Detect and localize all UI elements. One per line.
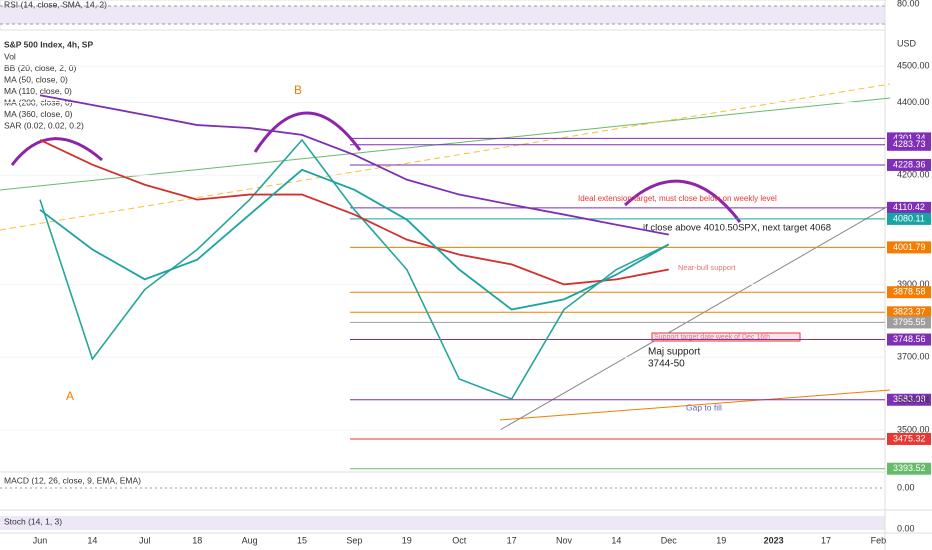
- annotation: Near-bull support: [678, 263, 736, 272]
- annotation: Gap to fill: [686, 402, 722, 412]
- price-tag: [887, 316, 931, 329]
- trendline: [499, 204, 891, 431]
- trendline: [0, 97, 891, 191]
- legend-entry: BB (20, close, 2, 0): [4, 63, 76, 73]
- price-tag: [887, 306, 931, 319]
- x-tick-label: Jun: [33, 535, 48, 545]
- pane-label: RSI (14, close, SMA, 14, 2): [4, 0, 107, 9]
- pane-level: 80.00: [897, 0, 920, 8]
- x-tick-label: 15: [297, 535, 307, 545]
- x-tick-label: Oct: [452, 535, 467, 545]
- trendline: [0, 83, 891, 231]
- price-tag-label: 3795.55: [893, 317, 926, 327]
- price-tag-label: 4080.11: [893, 213, 925, 223]
- price-tag-label: 3393.52: [893, 463, 926, 473]
- price-tag-label: 4301.34: [893, 133, 926, 143]
- series-line: [39, 94, 669, 236]
- series-line: [39, 168, 670, 311]
- series-line: [39, 138, 670, 401]
- x-tick-label: Feb: [871, 535, 887, 545]
- x-tick-label: 2023: [764, 535, 784, 545]
- x-tick-label: 17: [507, 535, 517, 545]
- y-tick-label: 3700.00: [897, 352, 930, 362]
- pane-label: MACD (12, 26, close, 9, EMA, EMA): [4, 475, 141, 485]
- legend-entry: SAR (0.02, 0.02, 0.2): [4, 120, 84, 130]
- price-tag: [887, 432, 931, 445]
- price-tag-label: 3823.37: [893, 307, 926, 317]
- price-label: 3580.84: [897, 395, 930, 405]
- price-tag: [887, 138, 931, 151]
- price-tag: [887, 241, 931, 254]
- pane-level: 0.00: [897, 523, 915, 533]
- annotation: Support target date week of Dec 16th: [654, 334, 770, 341]
- x-tick-label: 17: [821, 535, 831, 545]
- series-line: [39, 139, 669, 286]
- x-tick-label: Jul: [139, 535, 151, 545]
- y-tick-label: 4200.00: [897, 170, 930, 180]
- x-tick-label: Sep: [346, 535, 362, 545]
- price-tag-label: 3583.08: [893, 394, 926, 404]
- price-tag-label: 4110.42: [893, 202, 925, 212]
- annotation: if close above 4010.50SPX, next target 4…: [643, 223, 831, 234]
- price-tag: [887, 158, 931, 171]
- y-tick-label: 3900.00: [897, 279, 930, 289]
- chart-title: S&P 500 Index, 4h, SP: [4, 39, 93, 49]
- price-tag: [887, 286, 931, 299]
- legend-entry: MA (110, close, 0): [4, 86, 72, 96]
- pane-level: 0.00: [897, 482, 915, 492]
- stoch-band: [0, 516, 885, 530]
- pane-label: Stoch (14, 1, 3): [4, 516, 62, 526]
- price-tag: [887, 333, 931, 346]
- rsi-band: [0, 6, 885, 24]
- legend-entry: MA (360, close, 0): [4, 109, 73, 119]
- price-tag-label: 3748.56: [893, 334, 926, 344]
- price-tag: [887, 212, 931, 225]
- x-tick-label: 18: [192, 535, 202, 545]
- price-tag-label: 3878.58: [893, 287, 926, 297]
- arc: [623, 179, 742, 223]
- x-tick-label: Nov: [556, 535, 573, 545]
- legend-entry: MA (50, close, 0): [4, 74, 68, 84]
- currency: USD: [897, 38, 917, 48]
- x-tick-label: Dec: [661, 535, 678, 545]
- legend: Vol BB (20, close, 2, 0)MA (50, close, 0)…: [4, 51, 84, 130]
- annotation: Ideal extension target, must close below…: [578, 194, 777, 203]
- price-tag-label: 4283.73: [893, 139, 926, 149]
- annotation: Maj support: [648, 347, 700, 358]
- x-tick-label: 14: [87, 535, 97, 545]
- legend-entry: Vol: [4, 51, 16, 61]
- y-tick-label: 3500.00: [897, 424, 930, 434]
- price-tag-label: 4001.79: [893, 242, 926, 252]
- price-tag-label: 4228.36: [893, 159, 926, 169]
- x-tick-label: 19: [402, 535, 412, 545]
- annotation: A: [66, 389, 74, 403]
- arc: [10, 137, 103, 166]
- price-tag: [887, 462, 931, 475]
- price-tag-label: 3475.32: [893, 433, 926, 443]
- y-tick-label: 4400.00: [897, 97, 930, 107]
- annotation: B: [294, 83, 302, 97]
- annotation: 3744-50: [648, 359, 685, 370]
- x-tick-label: 19: [716, 535, 726, 545]
- price-tag: [887, 393, 931, 406]
- arc: [253, 111, 362, 153]
- price-tag: [887, 201, 931, 214]
- trendline: [499, 389, 891, 421]
- x-tick-label: Aug: [242, 535, 258, 545]
- x-tick-label: 14: [611, 535, 621, 545]
- y-tick-label: 4500.00: [897, 60, 930, 70]
- support-box: [651, 332, 801, 342]
